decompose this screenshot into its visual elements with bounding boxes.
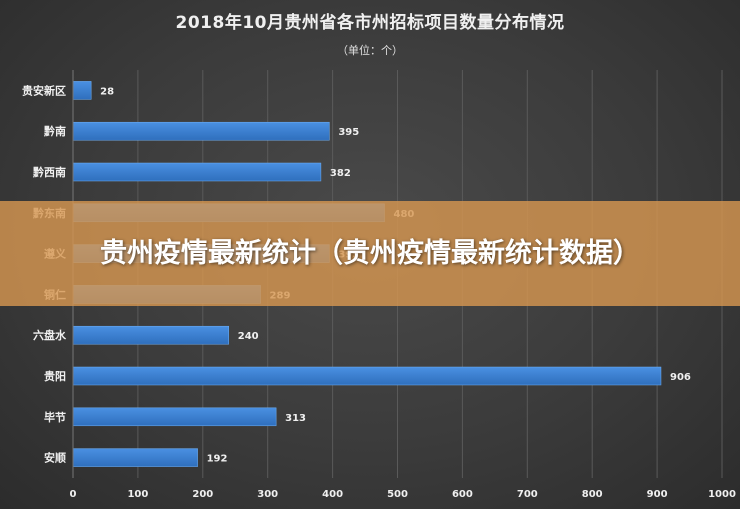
x-tick-label: 900 (647, 489, 668, 500)
data-label: 313 (285, 413, 306, 424)
x-tick-label: 400 (322, 489, 343, 500)
data-label: 192 (207, 454, 228, 465)
category-label: 六盘水 (33, 328, 67, 342)
bar (72, 325, 230, 345)
category-label: 黔南 (44, 124, 66, 138)
data-label: 240 (238, 331, 259, 342)
banner-text: 贵州疫情最新统计（贵州疫情最新统计数据） (100, 238, 640, 269)
bar (72, 448, 198, 467)
bar (72, 81, 92, 100)
x-tick-label: 0 (70, 489, 77, 500)
x-tick-label: 200 (192, 489, 213, 500)
x-tick-label: 800 (582, 489, 603, 500)
x-tick-label: 300 (257, 489, 278, 500)
x-tick-label: 100 (127, 489, 148, 500)
category-label: 贵阳 (44, 369, 66, 383)
overlay-banner: 贵州疫情最新统计（贵州疫情最新统计数据） (0, 201, 740, 306)
x-tick-label: 700 (517, 489, 538, 500)
x-tick-label: 600 (452, 489, 473, 500)
category-label: 安顺 (44, 451, 66, 465)
data-label: 382 (330, 168, 351, 179)
x-tick-label: 500 (387, 489, 408, 500)
category-label: 贵安新区 (22, 83, 66, 97)
data-label: 906 (670, 372, 691, 383)
category-label: 黔西南 (33, 165, 66, 179)
category-label: 毕节 (44, 410, 66, 424)
chart-subtitle: （单位：个） (337, 44, 403, 57)
data-label: 28 (100, 86, 114, 97)
bar (72, 407, 277, 427)
chart-title: 2018年10月贵州省各市州招标项目数量分布情况 (175, 13, 565, 33)
x-tick-label: 1000 (708, 489, 736, 500)
bar (72, 366, 662, 386)
bar (72, 162, 322, 182)
data-label: 395 (338, 127, 359, 138)
bar (72, 121, 330, 141)
